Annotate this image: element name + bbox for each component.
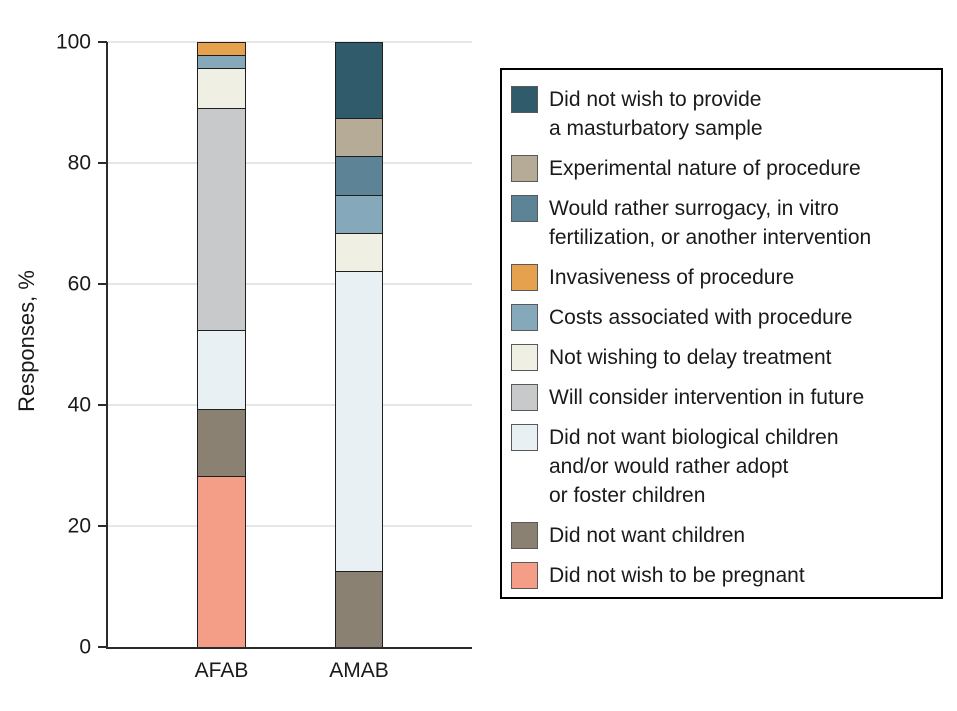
gridline-20 [107, 525, 472, 527]
legend-swatch [511, 384, 538, 411]
legend-item-label: Not wishing to delay treatment [549, 346, 832, 369]
y-axis-title: Responses, % [14, 270, 39, 412]
bar-segment [198, 43, 245, 56]
legend-item-9: Did not wish to be pregnant [511, 561, 935, 590]
legend-item-label: Did not wish to provide a masturbatory s… [549, 88, 763, 140]
legend-item-2: Would rather surrogacy, in vitro fertili… [511, 194, 935, 252]
legend-item-label: Did not want children [549, 524, 746, 547]
legend-swatch [511, 522, 538, 549]
bar-afab [197, 42, 246, 647]
legend-swatch [511, 264, 538, 291]
bar-segment [198, 331, 245, 410]
x-tick-label-amab: AMAB [329, 659, 389, 682]
legend-swatch [511, 304, 538, 331]
legend-swatch [511, 562, 538, 589]
bar-segment [336, 157, 382, 196]
legend-item-label: Did not want biological children and/or … [549, 426, 839, 507]
x-axis-line [106, 647, 472, 649]
legend: Did not wish to provide a masturbatory s… [500, 68, 943, 599]
gridline-80 [107, 162, 472, 164]
bar-segment [336, 272, 382, 573]
legend-item-label: Will consider intervention in future [549, 386, 865, 409]
legend-swatch [511, 86, 538, 113]
y-tick-20 [98, 525, 107, 527]
y-axis-line [106, 42, 108, 648]
bar-segment [336, 43, 382, 119]
legend-item-4: Costs associated with procedure [511, 303, 935, 332]
bar-amab [335, 42, 383, 647]
x-tick-label-afab: AFAB [194, 659, 249, 682]
bar-segment [336, 572, 382, 647]
gridline-40 [107, 404, 472, 406]
legend-item-6: Will consider intervention in future [511, 383, 935, 412]
y-tick-label-60: 60 [67, 272, 91, 296]
legend-item-3: Invasiveness of procedure [511, 263, 935, 292]
y-tick-label-0: 0 [79, 635, 91, 659]
legend-item-label: Costs associated with procedure [549, 306, 853, 329]
bar-segment [336, 118, 382, 158]
legend-swatch [511, 195, 538, 222]
y-tick-label-40: 40 [67, 393, 91, 417]
bar-segment [198, 409, 245, 477]
y-tick-label-20: 20 [67, 514, 91, 538]
bar-segment [336, 195, 382, 234]
bar-segment [198, 55, 245, 69]
legend-item-8: Did not want children [511, 521, 935, 550]
y-tick-60 [98, 283, 107, 285]
bar-segment [336, 233, 382, 273]
legend-item-label: Experimental nature of procedure [549, 157, 861, 180]
gridline-60 [107, 283, 472, 285]
legend-item-1: Experimental nature of procedure [511, 154, 935, 183]
y-tick-0 [98, 646, 107, 648]
legend-item-label: Invasiveness of procedure [549, 266, 795, 289]
plot-area: 0 20 40 60 80 100 AFAB AMAB [56, 32, 472, 682]
legend-swatch [511, 155, 538, 182]
legend-item-7: Did not want biological children and/or … [511, 423, 935, 510]
y-tick-label-100: 100 [55, 30, 91, 54]
y-tick-100 [98, 41, 107, 43]
bar-segment [198, 108, 245, 332]
y-tick-40 [98, 404, 107, 406]
legend-item-0: Did not wish to provide a masturbatory s… [511, 85, 935, 143]
y-tick-80 [98, 162, 107, 164]
legend-item-5: Not wishing to delay treatment [511, 343, 935, 372]
legend-item-label: Would rather surrogacy, in vitro fertili… [549, 197, 872, 249]
legend-item-label: Did not wish to be pregnant [549, 564, 805, 587]
bar-segment [198, 476, 245, 647]
gridline-100 [107, 41, 472, 43]
legend-swatch [511, 424, 538, 451]
legend-swatch [511, 344, 538, 371]
y-tick-label-80: 80 [67, 151, 91, 175]
bar-segment [198, 68, 245, 109]
